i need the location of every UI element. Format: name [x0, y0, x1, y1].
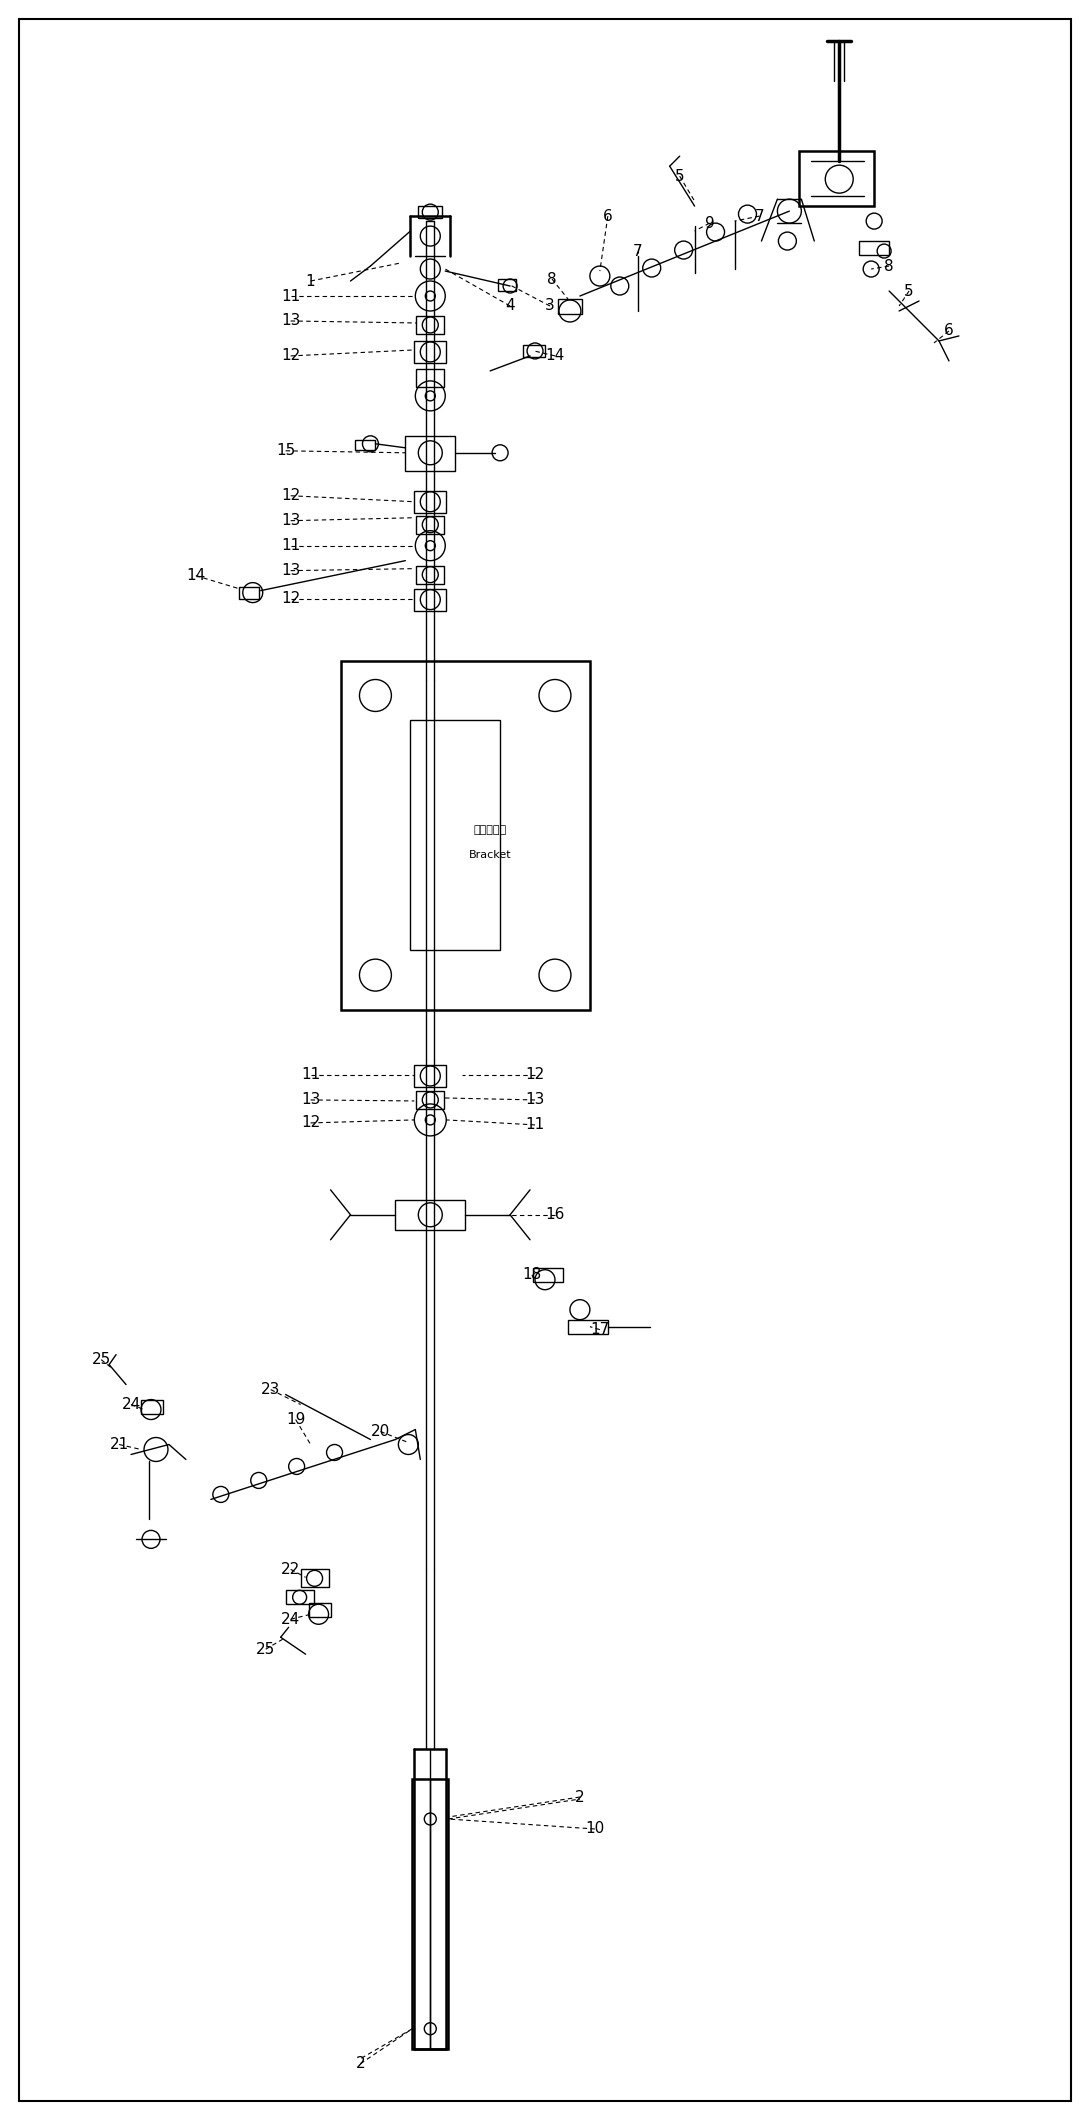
Text: 11: 11: [301, 1068, 320, 1083]
Text: 13: 13: [281, 314, 301, 329]
Bar: [412, 1779, 448, 2048]
Bar: [416, 369, 445, 386]
Bar: [396, 1200, 465, 1230]
Text: 19: 19: [286, 1412, 305, 1427]
Text: 12: 12: [301, 1115, 320, 1130]
Text: 18: 18: [522, 1268, 542, 1283]
Bar: [498, 280, 516, 290]
Text: 14: 14: [545, 348, 565, 363]
Text: 20: 20: [371, 1425, 390, 1439]
Text: 9: 9: [705, 216, 714, 231]
Bar: [405, 437, 456, 471]
Text: 12: 12: [281, 348, 300, 363]
Text: 15: 15: [276, 443, 295, 458]
Text: 5: 5: [905, 284, 913, 299]
Bar: [416, 566, 445, 583]
Bar: [414, 490, 446, 513]
Text: 2: 2: [576, 1789, 584, 1804]
Bar: [533, 1268, 562, 1283]
Bar: [558, 299, 582, 314]
Text: 24: 24: [121, 1397, 141, 1412]
Text: 12: 12: [281, 488, 300, 502]
Text: 13: 13: [281, 513, 301, 528]
Text: 16: 16: [545, 1206, 565, 1223]
Bar: [355, 439, 375, 449]
Text: 13: 13: [281, 564, 301, 579]
Text: 2: 2: [355, 2056, 365, 2071]
Text: 17: 17: [590, 1323, 609, 1338]
Bar: [523, 346, 545, 356]
Bar: [410, 721, 500, 950]
Text: 25: 25: [256, 1641, 276, 1656]
Text: 6: 6: [603, 208, 613, 223]
Text: 5: 5: [675, 170, 685, 184]
Bar: [568, 1319, 608, 1333]
Bar: [414, 341, 446, 363]
Bar: [416, 515, 445, 534]
Text: 10: 10: [585, 1821, 605, 1836]
Text: 13: 13: [525, 1092, 545, 1107]
Bar: [286, 1590, 314, 1605]
Text: 11: 11: [281, 288, 300, 303]
Bar: [416, 1092, 445, 1109]
Bar: [859, 242, 889, 254]
Text: 11: 11: [525, 1117, 545, 1132]
Text: 6: 6: [944, 324, 954, 339]
Text: 8: 8: [884, 259, 894, 273]
Bar: [416, 316, 445, 335]
Bar: [419, 206, 443, 218]
Bar: [239, 587, 258, 598]
Bar: [799, 151, 874, 206]
Text: 12: 12: [525, 1068, 545, 1083]
Bar: [340, 661, 590, 1009]
Text: 14: 14: [186, 568, 206, 583]
Text: 4: 4: [506, 299, 514, 314]
Text: Bracket: Bracket: [469, 850, 511, 861]
Text: 7: 7: [754, 208, 764, 223]
Bar: [414, 1064, 446, 1088]
Bar: [414, 589, 446, 611]
Text: 22: 22: [281, 1562, 300, 1577]
Text: 25: 25: [92, 1353, 111, 1367]
Bar: [301, 1569, 328, 1588]
Text: 7: 7: [633, 244, 643, 259]
Text: 3: 3: [545, 299, 555, 314]
Text: 1: 1: [306, 273, 315, 288]
Bar: [308, 1603, 330, 1618]
Text: 23: 23: [261, 1382, 280, 1397]
Text: 13: 13: [301, 1092, 320, 1107]
Text: 12: 12: [281, 591, 300, 606]
Text: 21: 21: [109, 1437, 129, 1452]
Text: 24: 24: [281, 1611, 300, 1626]
Text: 8: 8: [547, 271, 557, 286]
Bar: [141, 1399, 164, 1414]
Text: ブラケット: ブラケット: [473, 825, 507, 835]
Text: 11: 11: [281, 538, 300, 553]
